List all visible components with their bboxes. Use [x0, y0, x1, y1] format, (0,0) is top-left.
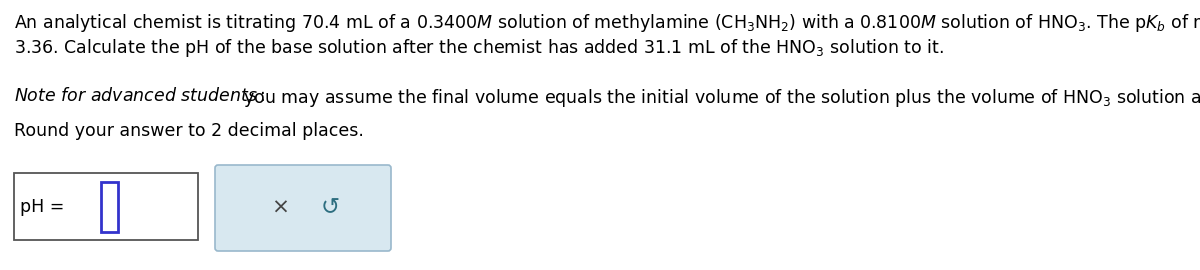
Bar: [14, 173, 198, 240]
FancyBboxPatch shape: [215, 165, 391, 251]
Text: An analytical chemist is titrating 70.4 mL of a 0.3400$M$ solution of methylamin: An analytical chemist is titrating 70.4 …: [14, 12, 1200, 34]
Text: $\mathit{Note\ for\ advanced\ students:}$: $\mathit{Note\ for\ advanced\ students:}…: [14, 87, 265, 105]
Text: ×: ×: [271, 198, 289, 218]
Text: ↺: ↺: [320, 197, 340, 220]
Text: you may assume the final volume equals the initial volume of the solution plus t: you may assume the final volume equals t…: [239, 87, 1200, 109]
Text: 3.36. Calculate the pH of the base solution after the chemist has added 31.1 mL : 3.36. Calculate the pH of the base solut…: [14, 37, 944, 59]
Bar: [101, 182, 118, 232]
Text: Round your answer to 2 decimal places.: Round your answer to 2 decimal places.: [14, 122, 364, 140]
Text: pH =: pH =: [20, 198, 70, 216]
